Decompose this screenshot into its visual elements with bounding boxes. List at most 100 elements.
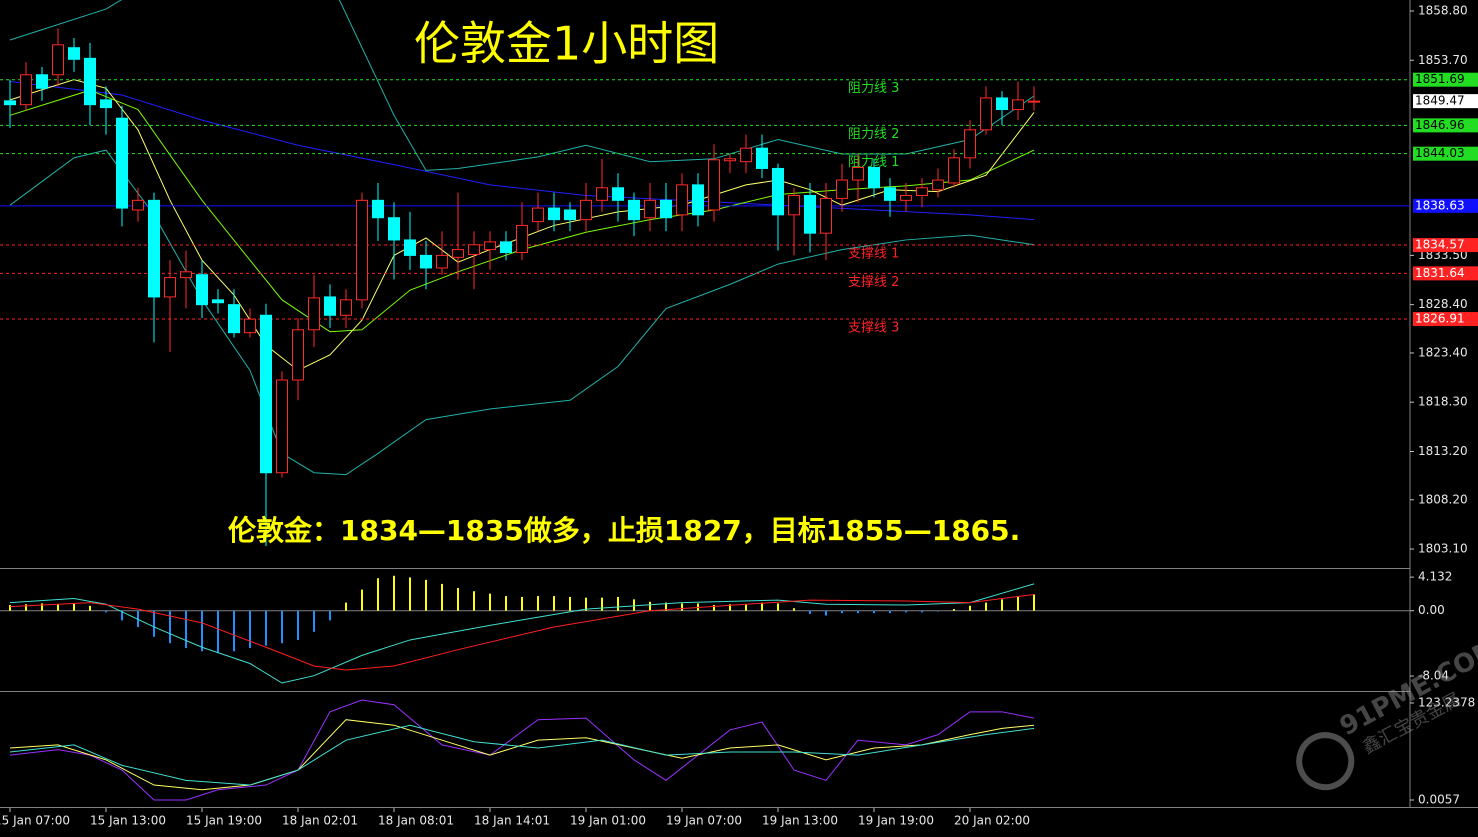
stoch-panel <box>9 699 1035 801</box>
level-box <box>1413 238 1478 253</box>
candle-body <box>20 74 32 106</box>
candle-body <box>484 241 496 251</box>
candle-body <box>164 277 176 298</box>
candle-body <box>116 117 128 209</box>
candle-body <box>692 184 704 216</box>
candle-body <box>132 199 144 211</box>
candle-body <box>724 158 736 162</box>
x-tick-label: 18 Jan 08:01 <box>378 814 454 828</box>
x-tick-label: 18 Jan 14:01 <box>474 814 550 828</box>
candle-body <box>644 199 656 219</box>
x-tick-label: 18 Jan 02:01 <box>282 814 358 828</box>
y-tick-label: 1813.20 <box>1418 444 1468 458</box>
candle-body <box>900 195 912 201</box>
x-tick-label: 15 Jan 07:00 <box>0 814 70 828</box>
watermark-logo <box>1296 732 1355 791</box>
candle-body <box>356 199 368 301</box>
x-tick-label: 19 Jan 01:00 <box>570 814 646 828</box>
level-value: 1838.63 <box>1415 198 1465 212</box>
candle-body <box>996 97 1008 111</box>
stoch-line <box>9 699 1035 801</box>
candle-body <box>660 199 672 219</box>
candle-body <box>964 129 976 159</box>
candle-body <box>948 157 960 184</box>
candle-body <box>596 187 608 201</box>
level-name: 支撑线 3 <box>848 321 899 336</box>
x-tick-label: 15 Jan 19:00 <box>186 814 262 828</box>
macd-line <box>9 583 1035 684</box>
candle-body <box>708 159 720 211</box>
frame <box>0 0 1478 808</box>
candle-body <box>852 166 864 181</box>
candle-body <box>68 47 80 60</box>
candle-body <box>84 57 96 106</box>
candle-body <box>756 147 768 169</box>
candle-body <box>740 147 752 163</box>
level-value: 1844.03 <box>1415 146 1465 160</box>
level-name: 支撑线 1 <box>848 247 899 262</box>
y-tick-label: 1828.40 <box>1418 297 1468 311</box>
stoch-line <box>9 719 1035 791</box>
candle-body <box>836 179 848 199</box>
level-value: 1826.91 <box>1415 312 1465 326</box>
candle-body <box>580 199 592 221</box>
candle-body <box>548 207 560 221</box>
y-tick-label: 1858.80 <box>1418 4 1468 18</box>
y-tick-label: 1803.10 <box>1418 542 1468 556</box>
level-value: 1851.69 <box>1415 72 1465 86</box>
candle-body <box>436 254 448 269</box>
overlay-line <box>9 81 1035 221</box>
candle-body <box>276 379 288 474</box>
x-tick-label: 20 Jan 02:00 <box>954 814 1030 828</box>
candle-body <box>1012 99 1024 111</box>
candle-body <box>868 166 880 189</box>
y-tick-label: 0.00 <box>1418 603 1445 617</box>
y-tick-label: 1853.70 <box>1418 53 1468 67</box>
candle-body <box>980 97 992 131</box>
x-tick-label: 19 Jan 07:00 <box>666 814 742 828</box>
level-value: 1834.57 <box>1415 238 1465 252</box>
candle-body <box>804 195 816 234</box>
level-name: 阻力线 3 <box>848 81 899 96</box>
candle-body <box>36 74 48 89</box>
candle-body <box>4 100 16 106</box>
candle-body <box>820 197 832 234</box>
last-price: 1849.47 <box>1415 94 1465 108</box>
y-tick-label: 1818.30 <box>1418 395 1468 409</box>
level-box <box>1413 118 1478 133</box>
x-tick-label: 15 Jan 13:00 <box>90 814 166 828</box>
candle-body <box>676 184 688 216</box>
candle-body <box>564 209 576 221</box>
candle-body <box>532 207 544 223</box>
candle-body <box>388 217 400 241</box>
level-box <box>1413 266 1478 281</box>
axes: 1858.801853.701833.501828.401823.401818.… <box>0 4 1478 828</box>
candle-body <box>420 254 432 269</box>
candle-body <box>516 224 528 253</box>
candle-body <box>180 271 192 279</box>
macd-panel <box>0 575 1410 684</box>
annotation: 伦敦金：1834—1835做多，止损1827，目标1855—1865. <box>228 514 1020 547</box>
level-box <box>1413 312 1478 327</box>
overlay-line <box>9 149 1035 476</box>
level-value: 1846.96 <box>1415 118 1465 132</box>
candle-body <box>884 187 896 201</box>
candle-body <box>372 199 384 219</box>
candle-body <box>308 297 320 331</box>
candle-body <box>772 167 784 216</box>
candle-body <box>404 239 416 256</box>
candle-body <box>612 187 624 201</box>
candle-body <box>916 187 928 197</box>
candle-body <box>52 44 64 76</box>
candle-body <box>1028 100 1040 103</box>
candle-body <box>340 299 352 316</box>
level-name: 阻力线 2 <box>848 127 899 142</box>
candle-body <box>228 304 240 334</box>
y-tick-label: 123.2378 <box>1418 695 1475 709</box>
candle-body <box>468 244 480 255</box>
candle-body <box>244 318 256 334</box>
candle-body <box>196 274 208 306</box>
last-price-box <box>1413 94 1478 109</box>
